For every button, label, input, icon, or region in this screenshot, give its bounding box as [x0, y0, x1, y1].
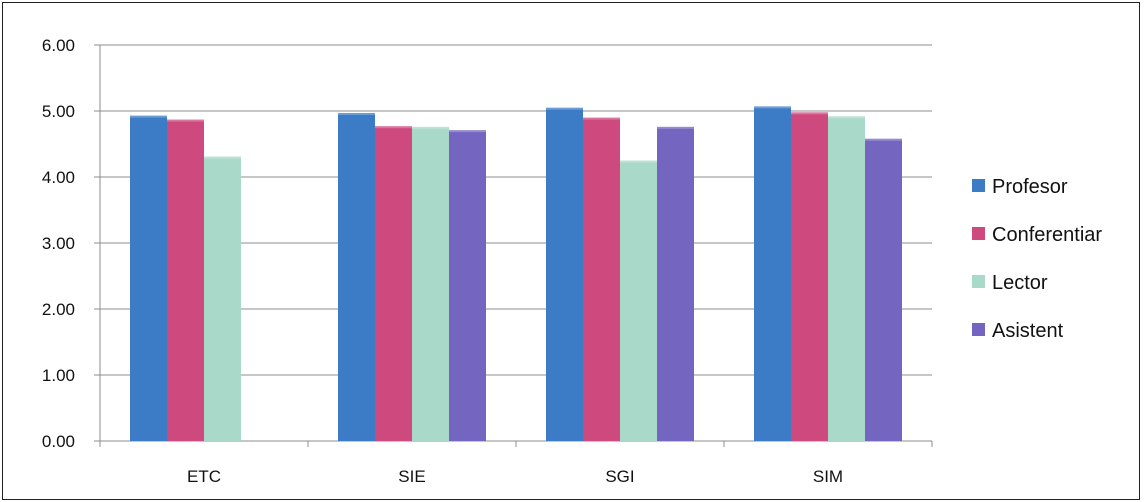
bar	[167, 119, 204, 441]
bar-highlight	[620, 160, 657, 163]
bar-highlight	[791, 112, 828, 115]
bar	[449, 130, 486, 441]
bar	[828, 116, 865, 441]
y-tick-label: 5.00	[42, 102, 75, 121]
bar	[375, 126, 412, 442]
bar-highlight	[546, 107, 583, 110]
legend-label: Lector	[992, 272, 1048, 294]
bar	[791, 112, 828, 441]
x-tick-label: SIE	[398, 467, 425, 486]
y-tick-label: 2.00	[42, 300, 75, 319]
bar	[583, 117, 620, 441]
bar	[865, 138, 902, 441]
y-tick-label: 3.00	[42, 234, 75, 253]
bar-highlight	[412, 126, 449, 129]
legend-label: Conferentiar	[992, 224, 1102, 246]
bar	[338, 112, 375, 441]
bar-highlight	[130, 115, 167, 118]
legend-swatch	[972, 275, 985, 288]
bar-highlight	[338, 112, 375, 115]
legend: Profesor Conferentiar Lector Asistent	[972, 176, 1102, 342]
bar	[620, 160, 657, 441]
x-tick-label: SGI	[605, 467, 634, 486]
bar-highlight	[204, 156, 241, 159]
legend-label: Profesor	[992, 176, 1068, 198]
bar-highlight	[583, 117, 620, 120]
bars	[130, 106, 902, 442]
bar	[657, 126, 694, 441]
bar-highlight	[865, 138, 902, 141]
legend-swatch	[972, 179, 985, 192]
bar	[546, 107, 583, 441]
bar	[754, 106, 791, 441]
x-tick-label: SIM	[813, 467, 843, 486]
bar-highlight	[828, 116, 865, 119]
x-axis: ETC SIE SGI SIM	[99, 440, 933, 486]
bar-highlight	[375, 126, 412, 129]
y-tick-label: 4.00	[42, 168, 75, 187]
legend-swatch	[972, 227, 985, 240]
y-tick-label: 6.00	[42, 36, 75, 55]
bar	[412, 126, 449, 441]
bar-highlight	[167, 119, 204, 122]
bar-highlight	[754, 106, 791, 109]
y-axis: 0.00 1.00 2.00 3.00 4.00 5.00 6.00	[42, 36, 101, 451]
legend-label: Asistent	[992, 320, 1064, 342]
bar-highlight	[657, 126, 694, 129]
legend-swatch	[972, 323, 985, 336]
bar	[130, 115, 167, 442]
bar	[204, 156, 241, 442]
y-tick-label: 1.00	[42, 366, 75, 385]
y-tick-label: 0.00	[42, 432, 75, 451]
bar-highlight	[449, 130, 486, 133]
x-tick-label: ETC	[187, 467, 221, 486]
